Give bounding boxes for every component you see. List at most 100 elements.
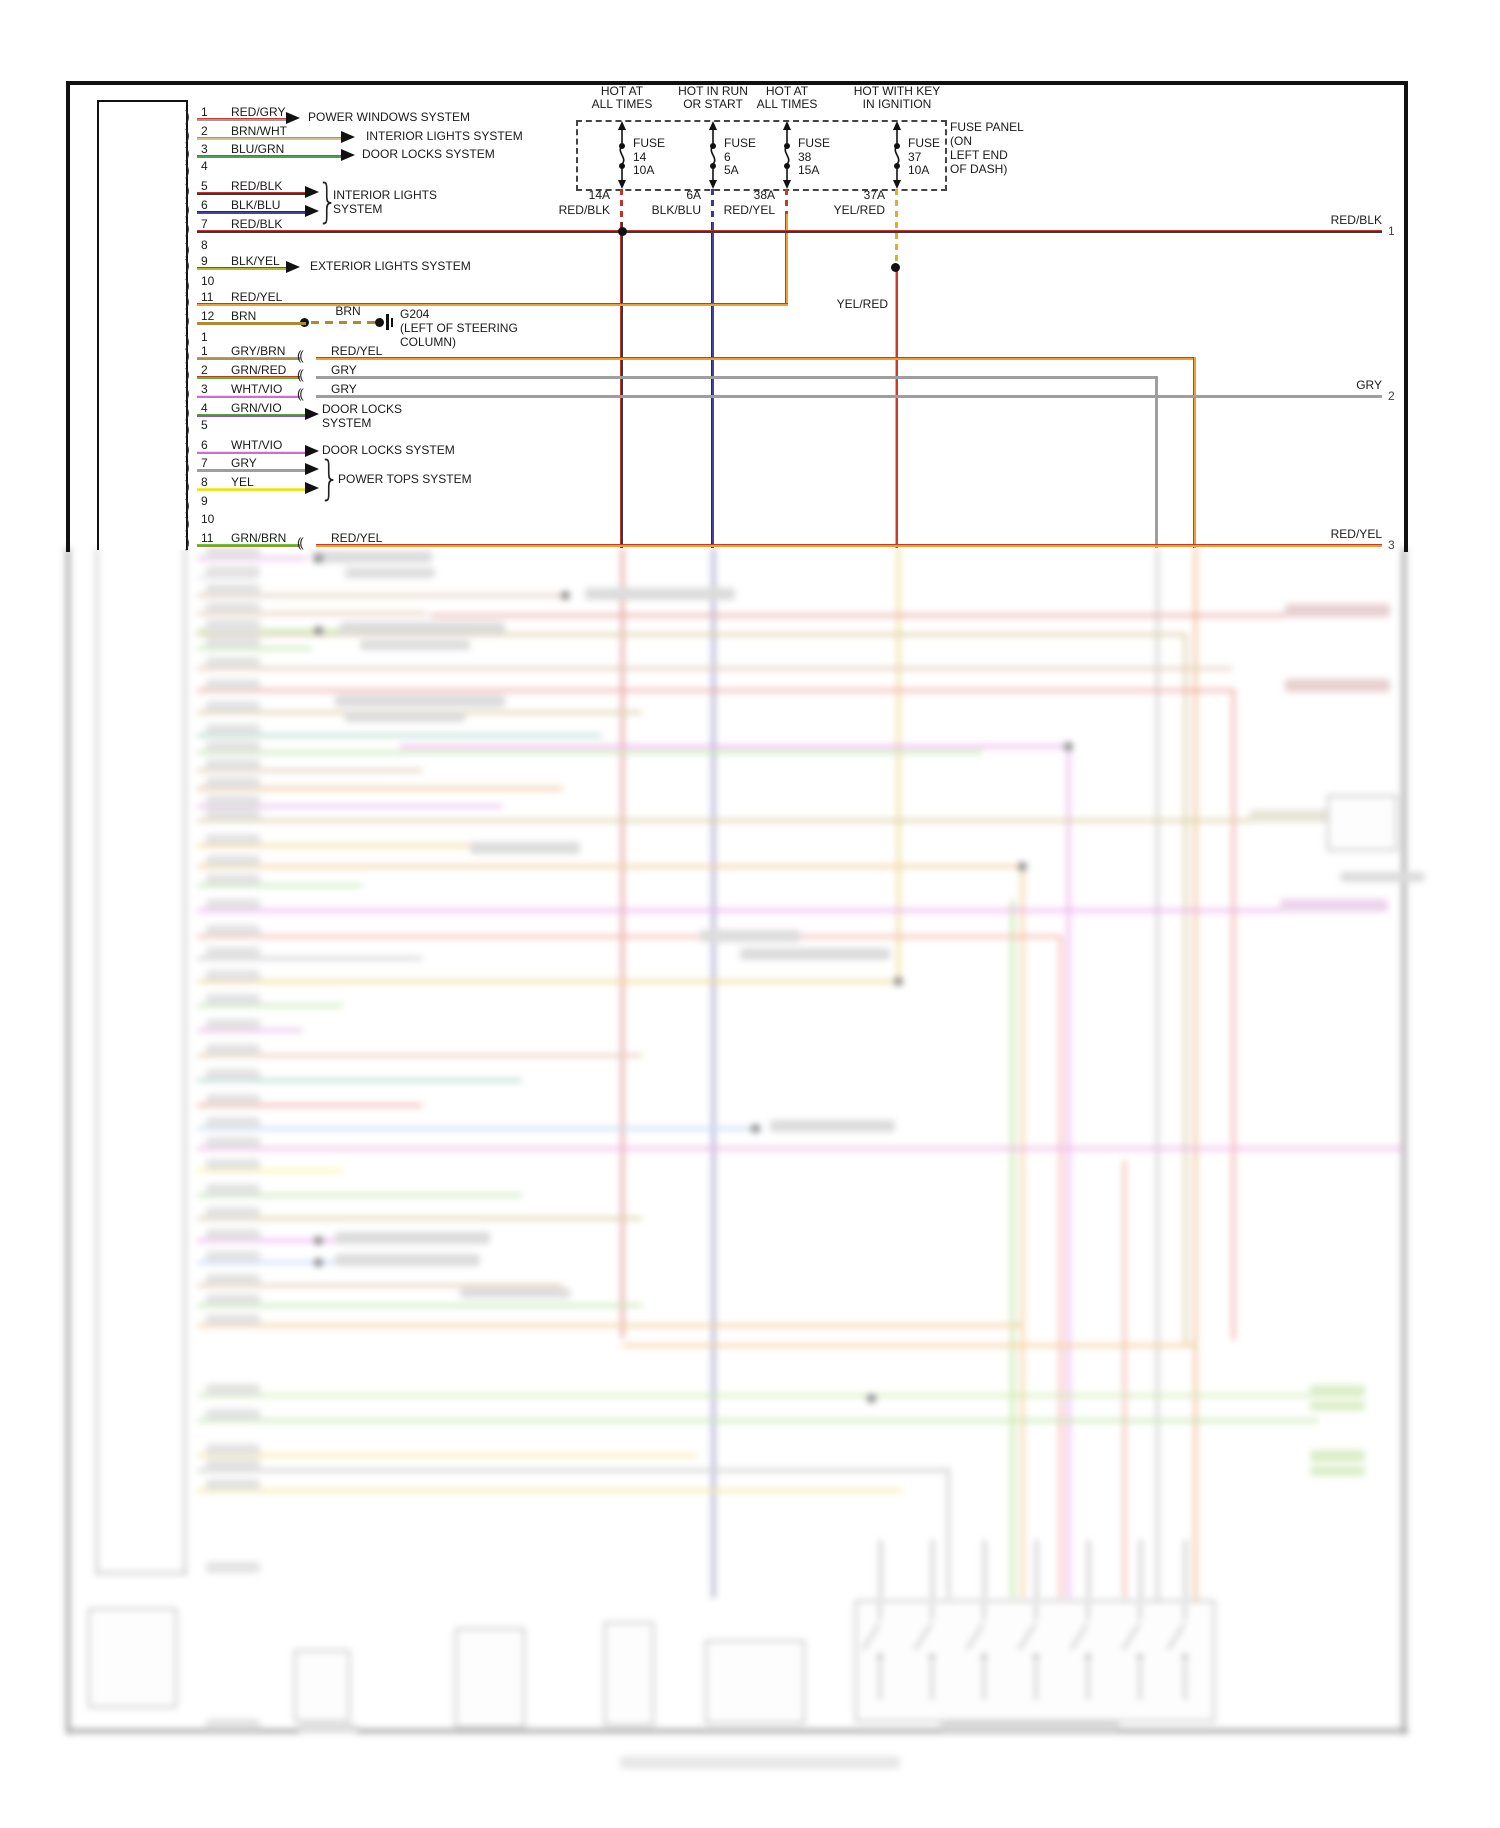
blurred-wire	[711, 548, 715, 1598]
blurred-label	[206, 724, 260, 735]
blurred-label	[206, 759, 260, 770]
arrow-icon	[305, 463, 319, 475]
pin-number-b11: 11	[201, 531, 214, 545]
pin-arc-icon-b5: )	[184, 420, 191, 439]
blurred-label	[206, 925, 260, 936]
exit-circuit-number: 3	[1388, 538, 1395, 552]
yel-red-wire-label: YEL/RED	[836, 297, 888, 311]
pin-number-b8: 8	[201, 475, 208, 489]
blurred-label	[620, 1756, 900, 1769]
pin-number-b3: 3	[201, 382, 208, 396]
blurred-wire	[1231, 690, 1235, 1340]
wire-a7	[197, 230, 1382, 233]
blurred-wire	[197, 1304, 642, 1307]
blurred-switch-icon	[879, 1604, 881, 1620]
blurred-switch-icon	[1087, 1662, 1089, 1700]
system-label: POWER TOPS SYSTEM	[338, 472, 472, 486]
power-feed-label: IN IGNITION	[862, 97, 932, 111]
blurred-switch-icon	[931, 1604, 933, 1620]
system-label: INTERIOR LIGHTS	[333, 188, 438, 202]
arrow-icon	[341, 149, 355, 161]
blurred-label	[206, 1069, 260, 1080]
blurred-component-box	[294, 1650, 350, 1722]
pin-arc-icon-a1: )	[184, 332, 191, 351]
blurred-wire	[197, 1147, 1404, 1150]
fuse-amps-label: 10A	[908, 163, 930, 177]
fuse-wire-id-label: 37A	[863, 188, 885, 202]
diagram-frame	[66, 81, 1408, 552]
blurred-label	[206, 623, 260, 634]
power-feed-label: HOT IN RUN	[678, 84, 748, 98]
blurred-label	[206, 1294, 260, 1305]
blurred-switch-icon	[879, 1662, 881, 1700]
blurred-label	[206, 1019, 260, 1030]
blurred-switch-icon	[1033, 1654, 1039, 1660]
blurred-wire	[66, 548, 70, 1734]
blurred-switch-icon	[1184, 1604, 1186, 1620]
blurred-wire	[197, 629, 387, 632]
pin-number-a11: 11	[201, 290, 214, 304]
blurred-wire	[197, 751, 982, 754]
splice-icon: ((	[297, 386, 304, 401]
arrow-icon	[341, 131, 355, 143]
power-feed-label: ALL TIMES	[591, 97, 653, 111]
blurred-label	[206, 899, 260, 910]
exit-wire-color-label: RED/BLK	[1330, 213, 1382, 227]
ground-location-label: (LEFT OF STEERING	[400, 321, 518, 335]
wire-b2	[197, 376, 300, 379]
wire-a6	[197, 211, 307, 214]
fuse-number-label: 37	[908, 150, 922, 164]
blurred-label	[700, 930, 800, 942]
pin-number-a1: 1	[201, 330, 208, 344]
wire-b4	[197, 414, 307, 417]
wire-color-label: RED/BLK	[231, 179, 283, 193]
ground-dashed-wire	[311, 321, 375, 324]
blurred-label	[206, 1094, 260, 1105]
fuse-feed-wire	[785, 214, 788, 305]
fuse-name-label: FUSE	[798, 136, 831, 150]
pin-arc-icon-b4: )	[184, 403, 191, 422]
blurred-junction-dot	[314, 1236, 323, 1245]
wire-color-label: GRY	[331, 363, 357, 377]
junction-dot	[375, 318, 384, 327]
pin-number-a9: 9	[201, 254, 208, 268]
pin-number-b7: 7	[201, 456, 208, 470]
blurred-wire	[197, 844, 522, 847]
blurred-wire	[197, 805, 502, 808]
brace-icon: }	[319, 451, 340, 505]
blurred-label	[206, 777, 260, 788]
fuse-wire-color-label: YEL/RED	[833, 203, 885, 217]
blurred-switch-icon	[1035, 1662, 1037, 1700]
pin-number-b10: 10	[201, 512, 215, 526]
blurred-switch-icon	[1085, 1654, 1091, 1660]
wire-b1-splice	[316, 357, 1196, 360]
blurred-label	[770, 1120, 895, 1132]
arrow-icon	[305, 445, 319, 457]
blurred-label	[206, 1117, 260, 1128]
blurred-wire	[197, 1261, 422, 1264]
fuse-panel-note-line: OF DASH)	[950, 162, 1008, 176]
fuse-amps-label: 5A	[724, 163, 739, 177]
wire-color-label: YEL	[231, 475, 254, 489]
blurred-connector-stub	[879, 1540, 882, 1598]
pin-arc-icon-b2: )	[184, 365, 191, 384]
blurred-label	[345, 568, 435, 578]
fuse-wire-id-label: 6A	[686, 188, 701, 202]
exit-wire-color-label: GRY	[1356, 378, 1382, 392]
blurred-label	[1250, 810, 1350, 822]
blurred-wire	[197, 1217, 642, 1220]
exit-circuit-number: 1	[1388, 224, 1395, 238]
power-feed-label: HOT AT	[765, 84, 809, 98]
pin-number-a2: 2	[201, 124, 208, 138]
blurred-connector-stub	[1087, 1540, 1090, 1598]
wire-a9	[197, 267, 288, 270]
pin-number-a5: 5	[201, 179, 208, 193]
ground-icon	[386, 314, 389, 330]
system-label: INTERIOR LIGHTS SYSTEM	[366, 129, 523, 143]
blurred-wire	[197, 1054, 642, 1057]
wire-a3	[197, 155, 343, 158]
wire-color-label: RED/GRY	[231, 105, 286, 119]
wire-b11	[197, 544, 300, 547]
blurred-switch-icon	[931, 1662, 933, 1700]
wire-b7	[197, 469, 307, 472]
